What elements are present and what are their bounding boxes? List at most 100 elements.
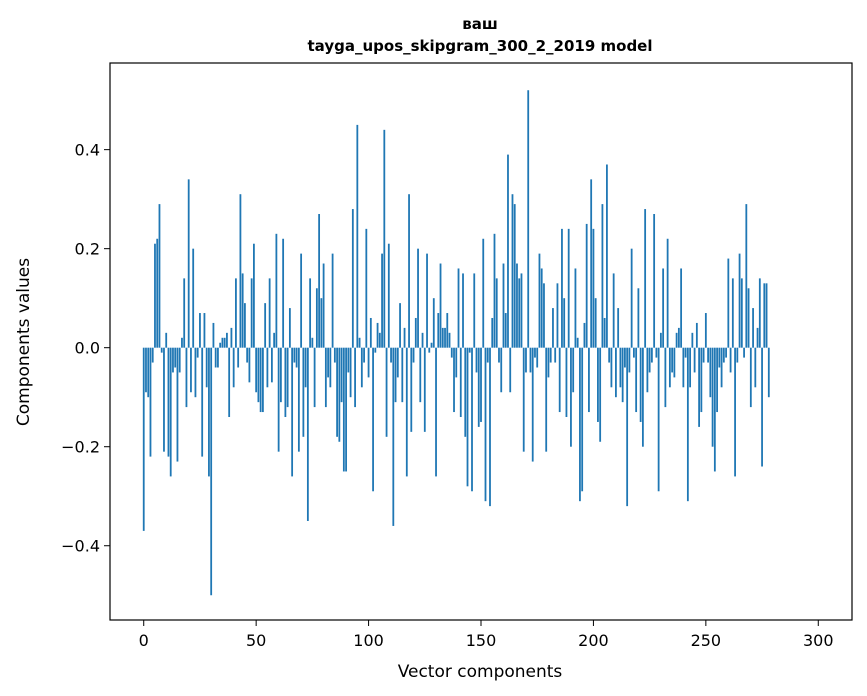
bar-16 — [178, 347, 181, 373]
bar-41 — [235, 278, 237, 348]
bar-82 — [327, 347, 330, 378]
bar-6 — [156, 238, 159, 348]
bar-208 — [610, 347, 613, 388]
bar-97 — [360, 347, 363, 388]
bar-160 — [502, 263, 505, 348]
bar-122 — [417, 248, 419, 348]
bar-155 — [491, 317, 494, 348]
bar-270 — [749, 347, 752, 408]
bar-67 — [293, 347, 296, 363]
bar-256 — [718, 347, 721, 368]
bar-241 — [684, 347, 687, 358]
y-tick-label: 0.2 — [75, 240, 100, 259]
bar-4 — [151, 347, 154, 363]
bar-231 — [662, 268, 665, 348]
bar-0 — [142, 347, 145, 531]
bar-268 — [745, 204, 748, 348]
bar-146 — [471, 347, 473, 492]
bar-23 — [194, 347, 197, 398]
bar-33 — [217, 347, 219, 368]
bar-111 — [392, 347, 395, 526]
bar-132 — [439, 263, 442, 348]
bar-236 — [673, 347, 676, 378]
bar-249 — [702, 347, 705, 363]
bar-212 — [619, 347, 622, 388]
bar-45 — [244, 303, 246, 348]
bar-251 — [707, 347, 709, 363]
bar-22 — [192, 248, 195, 348]
bar-11 — [167, 347, 170, 457]
bar-93 — [351, 209, 354, 348]
bar-222 — [641, 347, 644, 447]
bar-147 — [473, 273, 476, 348]
bar-62 — [282, 238, 285, 348]
bar-55 — [266, 347, 269, 388]
bar-65 — [288, 308, 291, 348]
bar-72 — [304, 347, 307, 388]
bar-119 — [410, 347, 413, 432]
bar-165 — [513, 204, 516, 348]
bar-1 — [145, 347, 147, 393]
bar-123 — [419, 347, 422, 403]
bar-118 — [408, 194, 410, 348]
bar-153 — [486, 347, 489, 363]
bar-130 — [435, 347, 437, 477]
bar-189 — [567, 228, 570, 348]
bar-143 — [464, 347, 467, 437]
bar-201 — [594, 298, 597, 348]
bar-73 — [306, 347, 309, 521]
bar-264 — [736, 347, 739, 363]
bar-114 — [399, 303, 401, 348]
bar-277 — [765, 283, 768, 348]
bar-235 — [671, 347, 674, 373]
bar-233 — [666, 238, 669, 348]
chart-title-line2: tayga_upos_skipgram_300_2_2019 model — [308, 37, 653, 55]
x-tick-label: 50 — [246, 631, 266, 650]
bar-29 — [208, 347, 210, 477]
bar-220 — [637, 288, 640, 348]
bar-141 — [459, 347, 462, 418]
bar-229 — [657, 347, 660, 492]
bar-129 — [432, 298, 435, 348]
bar-125 — [423, 347, 426, 432]
bar-39 — [230, 327, 233, 348]
x-axis-ticks: 0 50 100 150 200 250 300 — [139, 620, 834, 650]
bar-188 — [565, 347, 568, 418]
bar-19 — [185, 347, 188, 408]
bar-180 — [547, 347, 550, 378]
bar-30 — [210, 347, 213, 596]
bar-214 — [624, 347, 626, 368]
bar-74 — [309, 278, 312, 348]
bar-138 — [453, 347, 455, 413]
bar-9 — [163, 347, 165, 452]
bar-200 — [592, 228, 595, 348]
bar-226 — [650, 347, 653, 363]
bar-179 — [545, 347, 548, 452]
bar-131 — [437, 313, 440, 348]
bar-194 — [579, 347, 581, 502]
y-axis-ticks: −0.4 −0.2 0.0 0.2 0.4 — [61, 141, 110, 556]
bar-157 — [495, 278, 498, 348]
bar-248 — [700, 347, 703, 413]
bar-193 — [576, 337, 579, 348]
bar-84 — [331, 253, 334, 348]
bar-196 — [583, 322, 586, 348]
bar-15 — [176, 347, 179, 462]
bar-199 — [590, 179, 593, 348]
bar-202 — [597, 347, 599, 422]
bar-36 — [223, 337, 226, 348]
bar-85 — [333, 347, 336, 363]
bar-215 — [626, 347, 629, 507]
bar-25 — [199, 313, 201, 348]
bar-273 — [756, 327, 759, 348]
x-axis-label: Vector components — [398, 662, 563, 682]
bar-137 — [450, 347, 453, 358]
bar-110 — [390, 347, 392, 363]
bar-272 — [754, 347, 757, 388]
bar-60 — [277, 347, 280, 452]
bar-100 — [367, 347, 370, 378]
bar-164 — [511, 194, 514, 348]
bar-187 — [563, 298, 566, 348]
bar-86 — [336, 347, 338, 437]
